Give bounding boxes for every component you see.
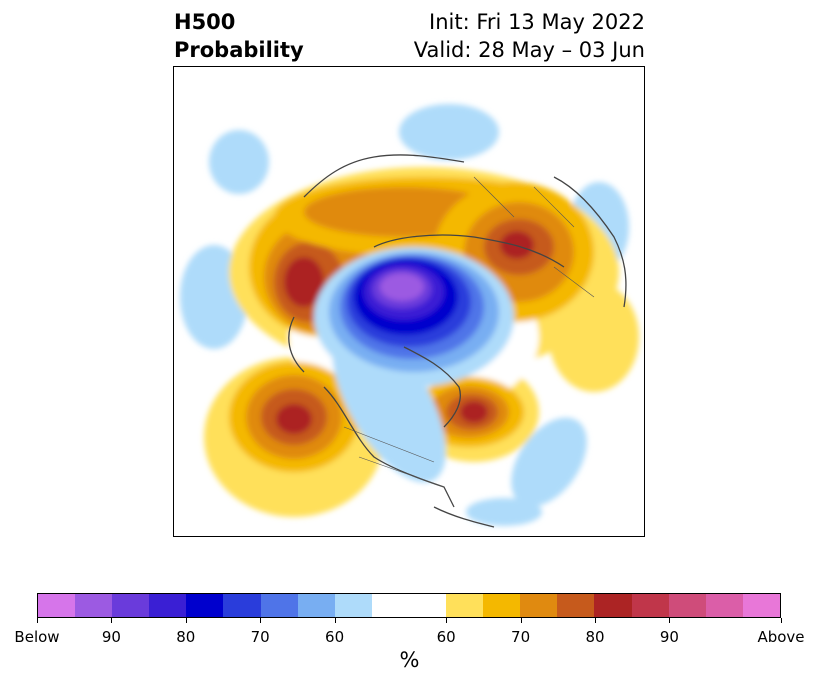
colorbar-segment xyxy=(297,594,335,617)
colorbar-tick xyxy=(520,618,522,623)
colorbar-segment xyxy=(149,594,187,617)
init-date: Init: Fri 13 May 2022 xyxy=(429,10,645,34)
colorbar-tick xyxy=(669,618,671,623)
colorbar-ticks: Below 90 80 70 60 60 70 80 90 Above xyxy=(14,618,805,648)
colorbar-segment xyxy=(557,594,595,617)
colorbar-tick-label: 80 xyxy=(176,628,196,646)
colorbar-segment xyxy=(483,594,521,617)
coastline-europe xyxy=(553,176,627,308)
probability-map-svg xyxy=(180,104,639,528)
above-ne-red xyxy=(500,231,534,259)
coastline-alaska xyxy=(288,316,305,373)
above-nw-red xyxy=(284,257,324,307)
colorbar-segment xyxy=(112,594,150,617)
colorbar-tick-label: 60 xyxy=(325,628,345,646)
colorbar-segment xyxy=(186,594,224,617)
colorbar-tick xyxy=(111,618,113,623)
colorbar-segment xyxy=(371,594,409,617)
colorbar-segment xyxy=(75,594,113,617)
coastline-greenland xyxy=(403,346,461,428)
colorbar-segment xyxy=(705,594,743,617)
colorbar-tick-label: 90 xyxy=(101,628,121,646)
colorbar-tick xyxy=(595,618,596,623)
colorbar-tick xyxy=(37,618,38,623)
colorbar-unit: % xyxy=(399,648,420,672)
colorbar xyxy=(37,593,781,618)
colorbar-tick-label: 90 xyxy=(659,628,679,646)
above-sw-red xyxy=(276,404,312,434)
colorbar-tick-label: Below xyxy=(14,628,60,646)
colorbar-segment xyxy=(742,594,780,617)
colorbar-tick xyxy=(781,618,782,623)
border-eurasia-2 xyxy=(533,186,575,228)
colorbar-tick-label: 60 xyxy=(436,628,456,646)
probability-shading xyxy=(180,104,639,526)
colorbar-segment xyxy=(38,594,76,617)
below-patch-se xyxy=(511,417,587,507)
coastline-eurasia xyxy=(373,234,565,268)
colorbar-segment xyxy=(446,594,484,617)
coastline-africa xyxy=(433,506,495,528)
below-center-90 xyxy=(380,273,424,301)
colorbar-tick xyxy=(334,618,336,623)
coastline-asia xyxy=(303,154,465,198)
colorbar-segment xyxy=(668,594,706,617)
colorbar-segment xyxy=(408,594,447,617)
border-eurasia-1 xyxy=(473,176,515,218)
title-probability: Probability xyxy=(174,38,304,62)
below-patch-north xyxy=(399,104,499,160)
colorbar-segment xyxy=(223,594,261,617)
title-h500: H500 xyxy=(174,10,236,34)
colorbar-segment xyxy=(334,594,372,617)
colorbar-segment xyxy=(631,594,669,617)
above-ring-east xyxy=(549,282,639,392)
border-eurasia-3 xyxy=(553,266,595,298)
colorbar-tick-label: 70 xyxy=(511,628,531,646)
colorbar-tick-label: Above xyxy=(757,628,805,646)
border-us-canada xyxy=(343,426,435,463)
map-title-right: Init: Fri 13 May 2022 Valid: 28 May – 03… xyxy=(414,8,645,64)
below-patch-nw xyxy=(209,130,269,194)
below-patch-south xyxy=(466,498,542,526)
probability-map xyxy=(173,66,645,537)
colorbar-tick xyxy=(446,618,448,623)
valid-date-range: Valid: 28 May – 03 Jun xyxy=(413,38,645,62)
border-us-mexico xyxy=(358,456,445,488)
colorbar-tick xyxy=(260,618,262,623)
above-ese-red xyxy=(460,401,488,423)
colorbar-segment xyxy=(594,594,632,617)
colorbar-segment xyxy=(520,594,558,617)
colorbar-tick-label: 70 xyxy=(250,628,270,646)
colorbar-segment xyxy=(260,594,298,617)
colorbar-tick-label: 80 xyxy=(585,628,605,646)
colorbar-tick xyxy=(185,618,187,623)
borders xyxy=(343,176,595,488)
map-title-left: H500 Probability xyxy=(174,8,304,64)
